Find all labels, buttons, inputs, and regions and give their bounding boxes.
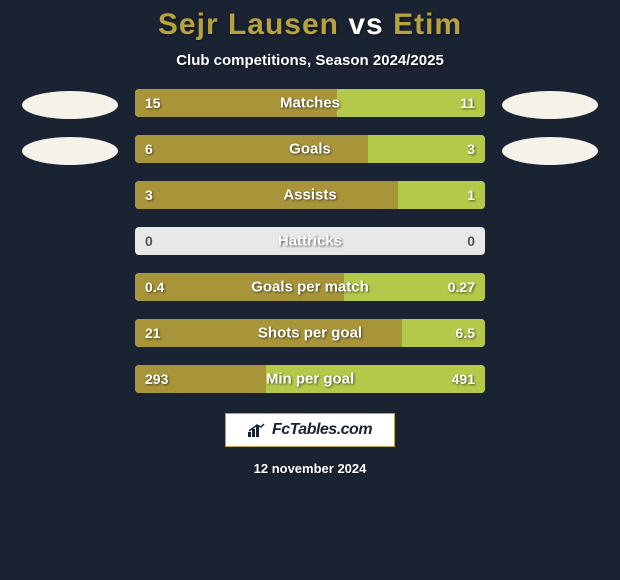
player2-name: Etim xyxy=(393,8,462,41)
stat-row: Assists 3 1 xyxy=(135,181,485,209)
season-subtitle: Club competitions, Season 2024/2025 xyxy=(176,52,444,69)
stat-value-left: 0.4 xyxy=(145,279,164,295)
player2-avatar-col xyxy=(495,89,605,165)
stat-value-right: 491 xyxy=(452,371,475,387)
player1-avatar-col xyxy=(15,89,125,165)
stat-row: Goals 6 3 xyxy=(135,135,485,163)
comparison-title: Sejr Lausen vs Etim xyxy=(158,8,462,42)
player1-team-placeholder xyxy=(22,137,118,165)
stat-label: Goals per match xyxy=(251,279,369,296)
stat-value-right: 6.5 xyxy=(456,325,475,341)
stat-label: Hattricks xyxy=(278,233,342,250)
stat-value-right: 3 xyxy=(467,141,475,157)
stat-label: Min per goal xyxy=(266,371,354,388)
stat-bar-left xyxy=(135,135,368,163)
stat-row: Matches 15 11 xyxy=(135,89,485,117)
stat-row: Hattricks 0 0 xyxy=(135,227,485,255)
stat-label: Matches xyxy=(280,95,340,112)
player2-avatar-placeholder xyxy=(502,91,598,119)
stat-value-left: 293 xyxy=(145,371,168,387)
watermark-text: FcTables.com xyxy=(272,421,372,439)
player1-avatar-placeholder xyxy=(22,91,118,119)
stat-value-right: 1 xyxy=(467,187,475,203)
stat-value-left: 3 xyxy=(145,187,153,203)
stat-value-right: 0 xyxy=(467,233,475,249)
stat-row: Shots per goal 21 6.5 xyxy=(135,319,485,347)
stat-label: Goals xyxy=(289,141,331,158)
stat-bar-left xyxy=(135,181,398,209)
stat-value-right: 11 xyxy=(460,95,475,111)
stat-row: Goals per match 0.4 0.27 xyxy=(135,273,485,301)
stat-value-left: 21 xyxy=(145,325,161,341)
chart-icon xyxy=(248,423,266,437)
stat-label: Assists xyxy=(283,187,336,204)
stat-value-left: 6 xyxy=(145,141,153,157)
stat-bars: Matches 15 11 Goals 6 3 Assists 3 1 Hattricks 0 0 Go… xyxy=(135,89,485,393)
player2-team-placeholder xyxy=(502,137,598,165)
vs-text: vs xyxy=(348,8,383,41)
date-text: 12 november 2024 xyxy=(254,461,367,476)
stat-row: Min per goal 293 491 xyxy=(135,365,485,393)
player1-name: Sejr Lausen xyxy=(158,8,339,41)
stat-value-left: 0 xyxy=(145,233,153,249)
watermark-badge[interactable]: FcTables.com xyxy=(225,413,395,447)
stat-value-right: 0.27 xyxy=(448,279,475,295)
stat-label: Shots per goal xyxy=(258,325,362,342)
comparison-area: Matches 15 11 Goals 6 3 Assists 3 1 Hattricks 0 0 Go… xyxy=(0,89,620,393)
stat-value-left: 15 xyxy=(145,95,161,111)
